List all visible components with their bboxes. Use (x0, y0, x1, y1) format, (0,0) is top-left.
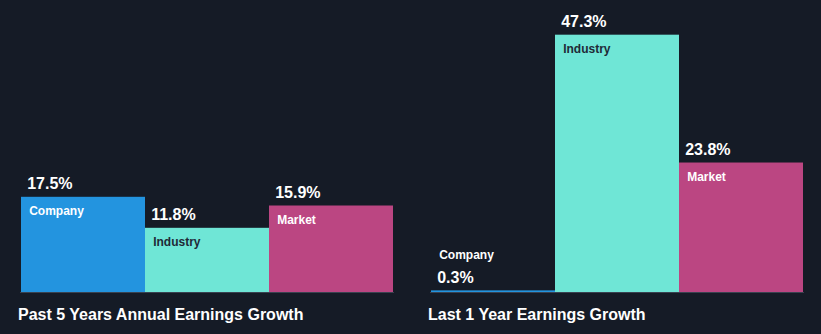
svg-text:Market: Market (687, 170, 726, 184)
svg-text:47.3%: 47.3% (561, 13, 606, 30)
svg-text:15.9%: 15.9% (275, 184, 320, 201)
svg-text:23.8%: 23.8% (685, 141, 730, 158)
svg-text:Industry: Industry (563, 42, 611, 56)
svg-text:11.8%: 11.8% (151, 206, 195, 223)
svg-text:Company: Company (29, 204, 84, 218)
svg-text:0.3%: 0.3% (437, 269, 473, 286)
svg-text:Industry: Industry (153, 235, 201, 249)
html-text:Past 5 Years Annual Earnings G: Past 5 Years Annual Earnings Growth (18, 306, 304, 323)
svg-text:Market: Market (277, 213, 316, 227)
svg-text:Company: Company (439, 248, 494, 262)
svg-text:17.5%: 17.5% (27, 175, 72, 192)
html-text:Last 1 Year Earnings Growth: Last 1 Year Earnings Growth (428, 306, 646, 323)
